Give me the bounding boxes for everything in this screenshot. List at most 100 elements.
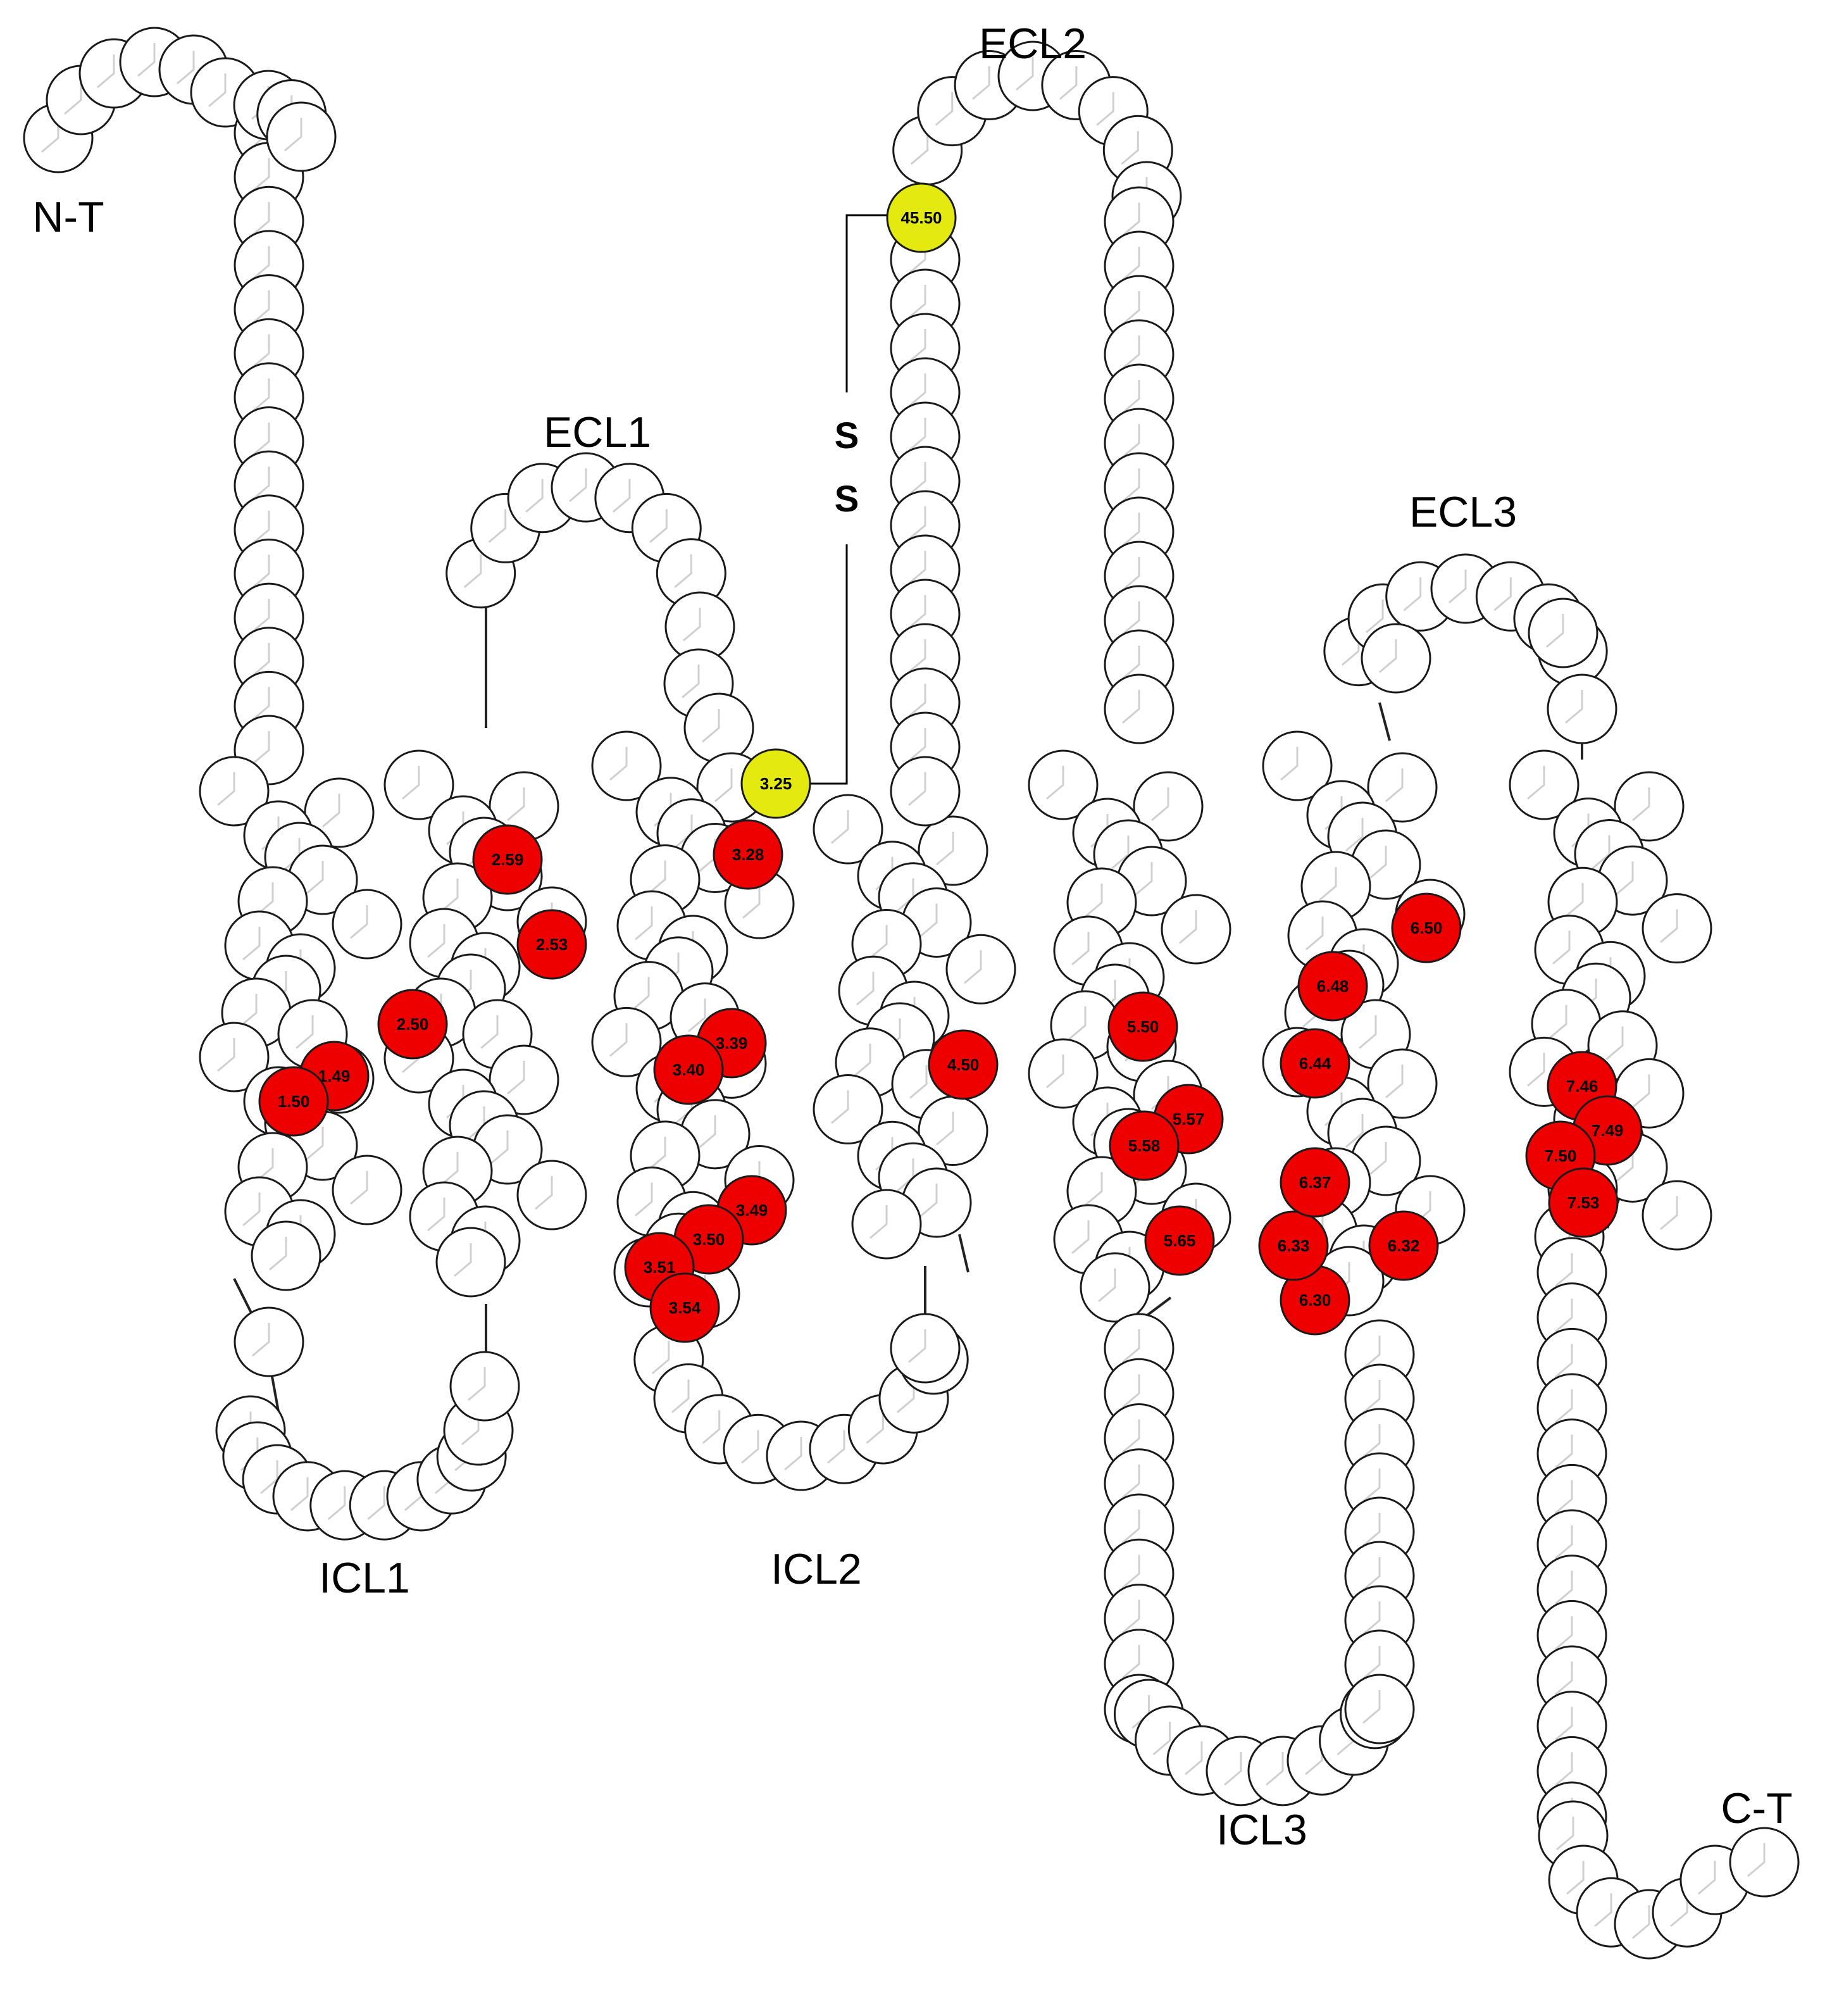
tm4-residue: [813, 794, 883, 865]
sidechain-mark: [1280, 747, 1299, 781]
region-labels: N-T ECL1 ECL2 ECL3 ICL1 ICL2 ICL3 C-T: [32, 20, 1792, 1854]
sidechain-mark: [1549, 1005, 1567, 1039]
highlighted-residue: 6.44: [1280, 1028, 1350, 1099]
sidechain-mark: [1379, 639, 1397, 673]
sidechain-mark: [1059, 66, 1078, 100]
tm2-residue: [489, 1044, 559, 1115]
icl2-residue: [890, 1313, 961, 1384]
sidechain-mark: [1122, 1510, 1140, 1544]
highlighted-residue: 2.50: [377, 989, 448, 1060]
sidechain-mark: [252, 642, 270, 677]
sidechain-mark: [635, 906, 653, 941]
highlighted-residue-circle: [740, 748, 811, 819]
sidechain-mark: [908, 684, 926, 718]
highlighted-residue-circle: [1107, 991, 1178, 1062]
sidechain-mark: [1493, 577, 1512, 611]
residue-number-label: 6.33: [1278, 1236, 1310, 1255]
tm2-residue: [435, 1227, 506, 1298]
sidechain-mark: [1362, 1601, 1381, 1636]
residue-number-label: 3.28: [732, 845, 764, 864]
highlighted-residue-circle: [516, 909, 587, 980]
sidechain-mark: [908, 639, 926, 673]
sidechain-mark: [252, 158, 270, 192]
sidechain-mark: [1122, 468, 1140, 503]
residue-number-label: 3.54: [669, 1298, 701, 1317]
sidechain-mark: [1085, 884, 1103, 918]
sidechain-mark: [525, 479, 544, 513]
tm5-residue: [1028, 1038, 1099, 1109]
sidechain-mark: [1362, 1336, 1381, 1370]
sidechain-mark: [1179, 910, 1197, 944]
sidechain-mark: [908, 728, 926, 762]
sidechain-mark: [1369, 846, 1387, 880]
tm1-residue: [304, 777, 375, 848]
sidechain-mark: [1449, 570, 1467, 604]
sidechain-mark: [488, 509, 507, 543]
sidechain-mark: [1085, 1172, 1103, 1206]
sidechain-mark: [648, 1136, 666, 1170]
sidechain-mark: [1121, 131, 1139, 165]
highlighted-residue: 6.32: [1368, 1210, 1439, 1281]
sidechain-mark: [688, 998, 706, 1032]
sidechain-mark: [1151, 787, 1169, 822]
sidechain-mark: [1122, 380, 1140, 414]
sidechain-mark: [490, 1130, 509, 1165]
sidechain-mark: [741, 1430, 759, 1464]
sidechain-mark: [1403, 577, 1422, 611]
sidechain-mark: [698, 1115, 716, 1149]
tm3-residue: [591, 1006, 662, 1077]
sidechain-mark: [1555, 1616, 1573, 1650]
sidechain-mark: [252, 599, 270, 633]
sidechain-mark: [1071, 932, 1090, 966]
residue-number-label: 7.46: [1566, 1077, 1598, 1096]
sidechain-mark: [1546, 614, 1564, 648]
n-terminal-residue: [266, 101, 337, 172]
sidechain-mark: [869, 925, 888, 959]
sidechain-mark: [1527, 1053, 1545, 1087]
highlighted-residue-circle: [1297, 951, 1368, 1022]
highlighted-residue-circle: [1144, 1205, 1215, 1276]
highlighted-residue-circle: [1368, 1210, 1439, 1281]
sidechain-mark: [908, 551, 926, 585]
sidechain-mark: [1224, 1751, 1242, 1786]
sidechain-mark: [306, 861, 324, 895]
highlighted-residue: 1.50: [258, 1066, 329, 1137]
residue-number-label: 2.53: [536, 935, 568, 954]
sidechain-mark: [468, 1367, 486, 1401]
sidechain-mark: [1555, 1434, 1573, 1468]
residue-number-label: 5.57: [1173, 1110, 1205, 1129]
residue-number-label: 5.50: [1127, 1017, 1159, 1036]
sidechain-mark: [322, 794, 340, 828]
sidechain-mark: [269, 1237, 287, 1271]
sidechain-mark: [64, 81, 82, 115]
highlighted-residue: 7.53: [1548, 1167, 1619, 1238]
sidechain-mark: [296, 1015, 314, 1049]
sidechain-mark: [480, 1015, 499, 1049]
highlighted-residue-circle: [653, 1034, 724, 1105]
tm7-residue: [1509, 749, 1580, 820]
sidechain-mark: [1555, 1752, 1573, 1786]
sidechain-mark: [1592, 835, 1611, 869]
sidechain-mark: [908, 506, 926, 541]
sidechain-mark: [252, 246, 270, 280]
sidechain-mark: [831, 810, 849, 844]
sidechain-mark: [1362, 1468, 1381, 1503]
residue-number-label: 3.49: [736, 1201, 768, 1220]
sidechain-mark: [440, 879, 459, 913]
sidechain-mark: [1362, 1690, 1381, 1724]
sidechain-mark: [137, 43, 156, 77]
sidechain-mark: [350, 1171, 368, 1205]
sidechain-mark: [1605, 1026, 1624, 1060]
residue-number-label: 2.50: [397, 1015, 429, 1034]
highlighted-residue: 5.50: [1107, 991, 1178, 1062]
sidechain-mark: [1359, 1015, 1377, 1049]
sidechain-mark: [1098, 1268, 1116, 1303]
sidechain-mark: [632, 977, 650, 1011]
sidechain-mark: [909, 1065, 928, 1099]
sidechain-mark: [1266, 1751, 1284, 1786]
sidechain-mark: [648, 860, 666, 894]
highlighted-residue: 45.50: [886, 182, 957, 253]
highlighted-residue-circle: [1280, 1147, 1350, 1218]
sidechain-mark: [1632, 787, 1650, 822]
